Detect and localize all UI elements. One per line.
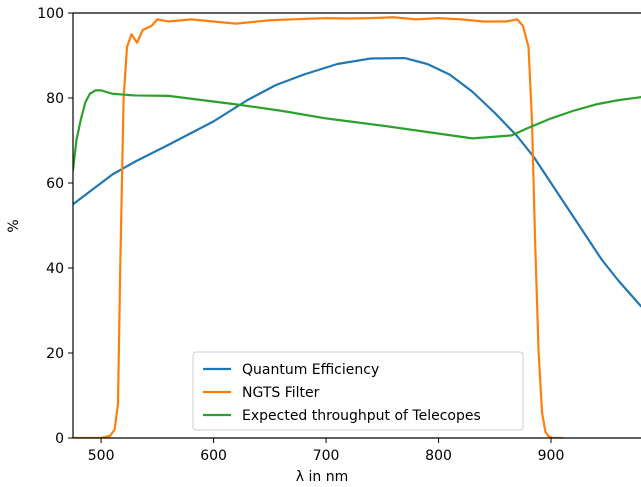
series-line-2 [73,16,564,438]
y-tick-label: 80 [46,91,64,107]
x-tick-label: 700 [313,448,340,464]
legend-label: NGTS Filter [242,385,320,401]
series-line-3 [73,89,641,172]
series-layer [73,16,641,438]
y-tick-label: 20 [46,346,64,362]
x-axis-label: λ in nm [296,469,348,485]
x-tick-label: 900 [538,448,565,464]
series-line-1 [73,56,641,308]
legend: Quantum Efficiency NGTS Filter Expected th… [192,351,524,431]
y-axis-label: % [6,219,22,232]
y-tick-label: 100 [37,6,64,22]
legend-label: Quantum Efficiency [242,362,379,378]
legend-label: Expected throughput of Telecopes [242,408,481,424]
x-tick-label: 800 [425,448,452,464]
axes [72,12,641,439]
x-tick-label: 600 [200,448,227,464]
legend-box [192,351,524,431]
x-tick-label: 500 [88,448,115,464]
y-tick-label: 60 [46,176,64,192]
ticks: 500 600 700 800 900 0 20 40 60 80 100 [37,6,564,464]
y-tick-label: 40 [46,261,64,277]
y-tick-label: 0 [55,431,64,447]
